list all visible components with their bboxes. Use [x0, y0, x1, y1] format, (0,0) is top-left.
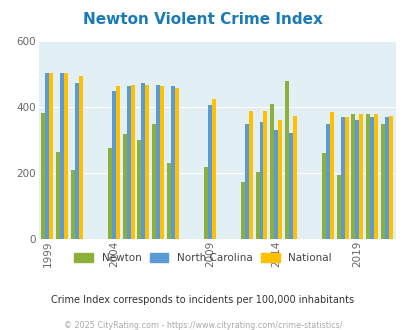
Bar: [380, 124, 384, 239]
Bar: [49, 73, 53, 239]
Bar: [141, 82, 145, 239]
Bar: [351, 114, 355, 239]
Bar: [41, 113, 45, 239]
Bar: [344, 117, 348, 239]
Bar: [248, 111, 252, 239]
Bar: [126, 86, 130, 239]
Text: © 2025 CityRating.com - https://www.cityrating.com/crime-statistics/: © 2025 CityRating.com - https://www.city…: [64, 321, 341, 330]
Bar: [388, 115, 392, 239]
Bar: [284, 81, 288, 239]
Bar: [112, 91, 115, 239]
Bar: [175, 88, 179, 239]
Bar: [292, 115, 296, 239]
Bar: [75, 82, 79, 239]
Legend: Newton, North Carolina, National: Newton, North Carolina, National: [70, 249, 335, 267]
Bar: [255, 172, 259, 239]
Bar: [384, 117, 388, 239]
Bar: [274, 130, 277, 239]
Bar: [340, 117, 344, 239]
Bar: [288, 133, 292, 239]
Bar: [263, 111, 267, 239]
Bar: [373, 114, 377, 239]
Bar: [160, 86, 164, 239]
Bar: [171, 86, 175, 239]
Bar: [115, 86, 119, 239]
Bar: [130, 85, 134, 239]
Bar: [270, 104, 274, 239]
Bar: [207, 105, 211, 239]
Bar: [365, 114, 369, 239]
Bar: [156, 85, 160, 239]
Bar: [108, 148, 112, 239]
Bar: [329, 112, 333, 239]
Bar: [211, 99, 215, 239]
Bar: [203, 167, 207, 239]
Bar: [259, 122, 263, 239]
Bar: [240, 182, 244, 239]
Bar: [60, 73, 64, 239]
Bar: [166, 163, 171, 239]
Bar: [321, 153, 325, 239]
Bar: [137, 140, 141, 239]
Bar: [336, 175, 340, 239]
Bar: [277, 120, 281, 239]
Bar: [369, 117, 373, 239]
Bar: [145, 85, 149, 239]
Bar: [45, 73, 49, 239]
Text: Newton Violent Crime Index: Newton Violent Crime Index: [83, 12, 322, 26]
Bar: [325, 124, 329, 239]
Bar: [56, 152, 60, 239]
Bar: [79, 76, 83, 239]
Bar: [122, 134, 126, 239]
Text: Crime Index corresponds to incidents per 100,000 inhabitants: Crime Index corresponds to incidents per…: [51, 295, 354, 305]
Bar: [64, 73, 68, 239]
Bar: [152, 124, 156, 239]
Bar: [358, 114, 362, 239]
Bar: [244, 124, 248, 239]
Bar: [71, 170, 75, 239]
Bar: [355, 120, 358, 239]
